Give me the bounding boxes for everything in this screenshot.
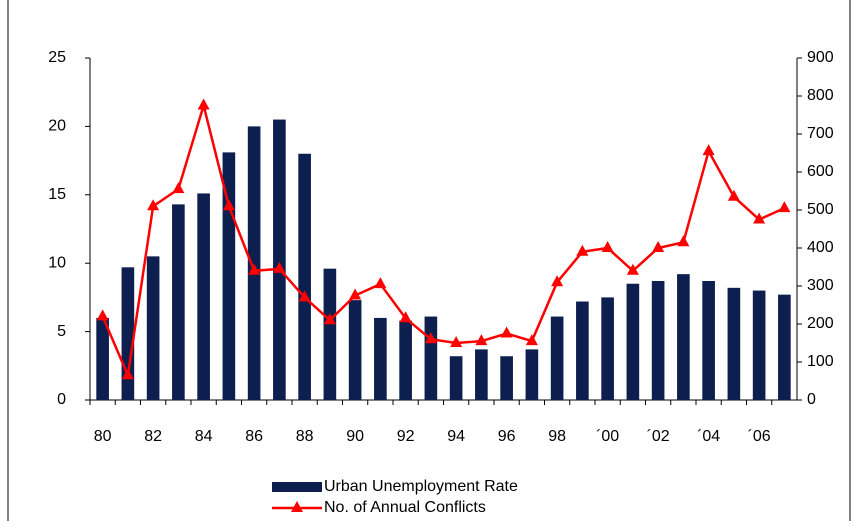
marker bbox=[753, 212, 766, 224]
marker bbox=[222, 199, 235, 211]
x-tick-label: ´04 bbox=[697, 428, 720, 445]
marker bbox=[551, 275, 564, 287]
legend-swatch bbox=[272, 482, 322, 492]
bar bbox=[96, 317, 109, 400]
x-tick-label: 94 bbox=[447, 428, 465, 445]
legend-label: No. of Annual Conflicts bbox=[324, 499, 486, 516]
marker bbox=[172, 182, 185, 194]
bar bbox=[500, 356, 513, 400]
bar bbox=[651, 280, 665, 400]
marker bbox=[197, 98, 210, 110]
marker bbox=[727, 189, 740, 201]
bar bbox=[374, 317, 387, 400]
bar bbox=[323, 268, 337, 400]
line bbox=[101, 100, 785, 380]
marker bbox=[525, 334, 538, 346]
legend-marker bbox=[291, 501, 303, 512]
marker bbox=[273, 261, 286, 273]
bar bbox=[121, 267, 135, 400]
marker bbox=[349, 288, 362, 300]
x-tick-label: ´00 bbox=[596, 428, 619, 445]
y2-tick-label: 600 bbox=[807, 163, 834, 180]
y-tick-label: 10 bbox=[48, 254, 66, 271]
y2-tick-label: 0 bbox=[807, 391, 816, 408]
y2-tick-label: 700 bbox=[807, 125, 834, 142]
bar bbox=[298, 153, 311, 400]
bar bbox=[348, 300, 362, 400]
x-tick-label: 84 bbox=[195, 428, 213, 445]
bar bbox=[727, 287, 741, 400]
marker bbox=[626, 263, 639, 275]
marker bbox=[121, 368, 134, 380]
marker bbox=[147, 199, 160, 211]
marker bbox=[374, 277, 387, 289]
y2-tick-label: 300 bbox=[807, 277, 834, 294]
y-tick-label: 5 bbox=[57, 323, 66, 340]
marker bbox=[500, 326, 513, 338]
bar bbox=[601, 297, 614, 400]
marker bbox=[399, 311, 412, 323]
marker bbox=[576, 244, 589, 256]
x-tick-label: 86 bbox=[245, 428, 263, 445]
marker bbox=[601, 241, 614, 252]
marker bbox=[475, 334, 488, 346]
x-tick-label: 88 bbox=[296, 428, 314, 445]
bar bbox=[626, 283, 640, 400]
marker bbox=[652, 241, 665, 252]
marker bbox=[248, 263, 261, 275]
bar bbox=[576, 301, 589, 400]
bar bbox=[449, 356, 463, 400]
y-tick-label: 15 bbox=[48, 186, 66, 203]
y-tick-label: 20 bbox=[48, 118, 66, 135]
bar bbox=[778, 294, 791, 400]
marker bbox=[450, 336, 463, 347]
bar bbox=[172, 204, 185, 400]
marker bbox=[677, 235, 690, 247]
y2-tick-label: 200 bbox=[807, 315, 834, 332]
bar bbox=[550, 316, 564, 400]
legend-label: Urban Unemployment Rate bbox=[324, 478, 518, 495]
y2-tick-label: 800 bbox=[807, 87, 834, 104]
bar bbox=[424, 316, 438, 400]
y-tick-label: 25 bbox=[48, 49, 66, 66]
bar bbox=[399, 320, 412, 400]
bar bbox=[273, 119, 286, 400]
bar bbox=[475, 349, 488, 400]
bar bbox=[677, 274, 690, 400]
bar bbox=[525, 349, 539, 400]
x-tick-label: ´02 bbox=[647, 428, 670, 445]
marker bbox=[298, 290, 311, 302]
y2-tick-label: 900 bbox=[807, 49, 834, 66]
marker bbox=[424, 332, 437, 344]
bar bbox=[146, 256, 160, 400]
x-tick-label: 98 bbox=[548, 428, 566, 445]
y2-tick-label: 500 bbox=[807, 201, 834, 218]
y2-tick-label: 100 bbox=[807, 353, 834, 370]
y-tick-label: 0 bbox=[57, 391, 66, 408]
bar bbox=[702, 280, 715, 400]
x-tick-label: 80 bbox=[94, 428, 112, 445]
chart-frame bbox=[7, 0, 851, 526]
x-tick-label: 82 bbox=[144, 428, 162, 445]
marker bbox=[96, 309, 109, 321]
x-tick-label: 90 bbox=[346, 428, 364, 445]
x-tick-label: 96 bbox=[498, 428, 516, 445]
marker bbox=[702, 144, 715, 156]
x-tick-label: 92 bbox=[397, 428, 415, 445]
bar bbox=[752, 290, 766, 400]
bar bbox=[247, 126, 261, 401]
x-tick-label: ´06 bbox=[748, 428, 771, 445]
marker bbox=[323, 313, 336, 325]
bar bbox=[197, 193, 210, 400]
y2-tick-label: 400 bbox=[807, 239, 834, 256]
marker bbox=[778, 201, 791, 213]
